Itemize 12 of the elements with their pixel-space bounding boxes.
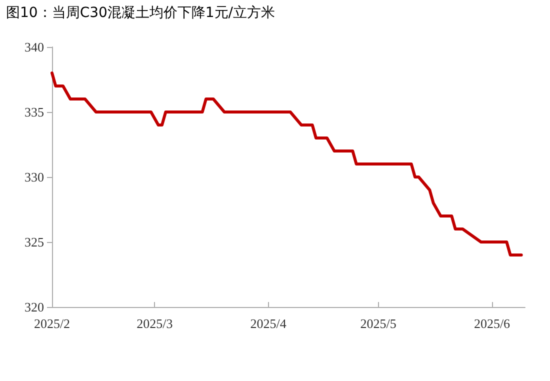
x-tick-label: 2025/3 bbox=[136, 316, 173, 331]
y-tick-label: 320 bbox=[24, 300, 44, 314]
y-tick-label: 340 bbox=[24, 40, 44, 54]
y-tick-label: 335 bbox=[24, 104, 44, 120]
line-series bbox=[50, 72, 523, 256]
y-tick-label: 325 bbox=[24, 234, 44, 250]
x-tick-label: 2025/5 bbox=[360, 316, 396, 331]
chart-title: 图10：当周C30混凝土均价下降1元/立方米 bbox=[6, 4, 276, 22]
x-tick-label: 2025/2 bbox=[34, 316, 70, 331]
x-tick-label: 2025/4 bbox=[250, 316, 287, 331]
y-tick-label: 330 bbox=[24, 170, 44, 184]
x-tick-label: 2025/6 bbox=[474, 316, 511, 331]
